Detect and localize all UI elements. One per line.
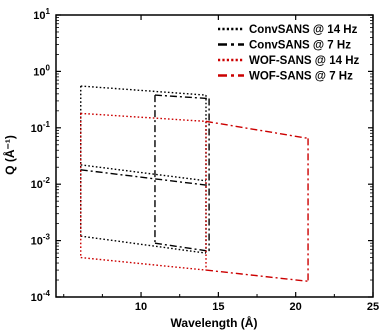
legend-entry-label: WOF-SANS @ 14 Hz: [249, 55, 359, 67]
series-line-segment: [154, 242, 210, 252]
y-tick-label: 10-1: [31, 120, 51, 135]
series-line-segment: [154, 94, 210, 100]
x-tick-label: 15: [212, 301, 224, 313]
legend: ConvSANS @ 14 Hz ConvSANS @ 7 Hz WOF-SANS …: [218, 24, 359, 83]
legend-entry-label: WOF-SANS @ 7 Hz: [249, 71, 353, 83]
series-line-segment: [205, 269, 309, 282]
y-tick-label: 100: [33, 63, 50, 78]
legend-entry-label: ConvSANS @ 14 Hz: [249, 24, 358, 36]
series-1: [80, 94, 210, 252]
x-tick-label: 10: [135, 301, 147, 313]
plot-frame: [55, 14, 374, 298]
axis-ticks: 10 15 20 25 101 100 10-1 10-2 10-3 10-4: [31, 7, 380, 313]
legend-entry-label: ConvSANS @ 7 Hz: [249, 40, 351, 52]
series-line-segment: [80, 235, 207, 254]
series-line-segment: [80, 169, 210, 187]
series-2: [80, 112, 207, 271]
y-tick-label: 101: [33, 7, 50, 22]
y-tick-label: 10-3: [31, 233, 51, 248]
series-line-segment: [80, 164, 207, 182]
series-line-segment: [80, 85, 207, 96]
series-line-segment: [80, 112, 207, 123]
x-axis-title: Wavelength (Å): [171, 315, 258, 330]
y-axis-title: Q (Å⁻¹): [2, 135, 17, 175]
x-tick-label: 25: [367, 301, 379, 313]
series-line-segment: [80, 256, 207, 271]
series-3: [205, 120, 309, 282]
y-tick-label: 10-4: [31, 289, 51, 304]
series-lines: [80, 85, 309, 282]
x-tick-label: 20: [290, 301, 302, 313]
series-0: [80, 85, 207, 254]
series-line-segment: [205, 120, 309, 140]
y-tick-label: 10-2: [31, 176, 51, 191]
